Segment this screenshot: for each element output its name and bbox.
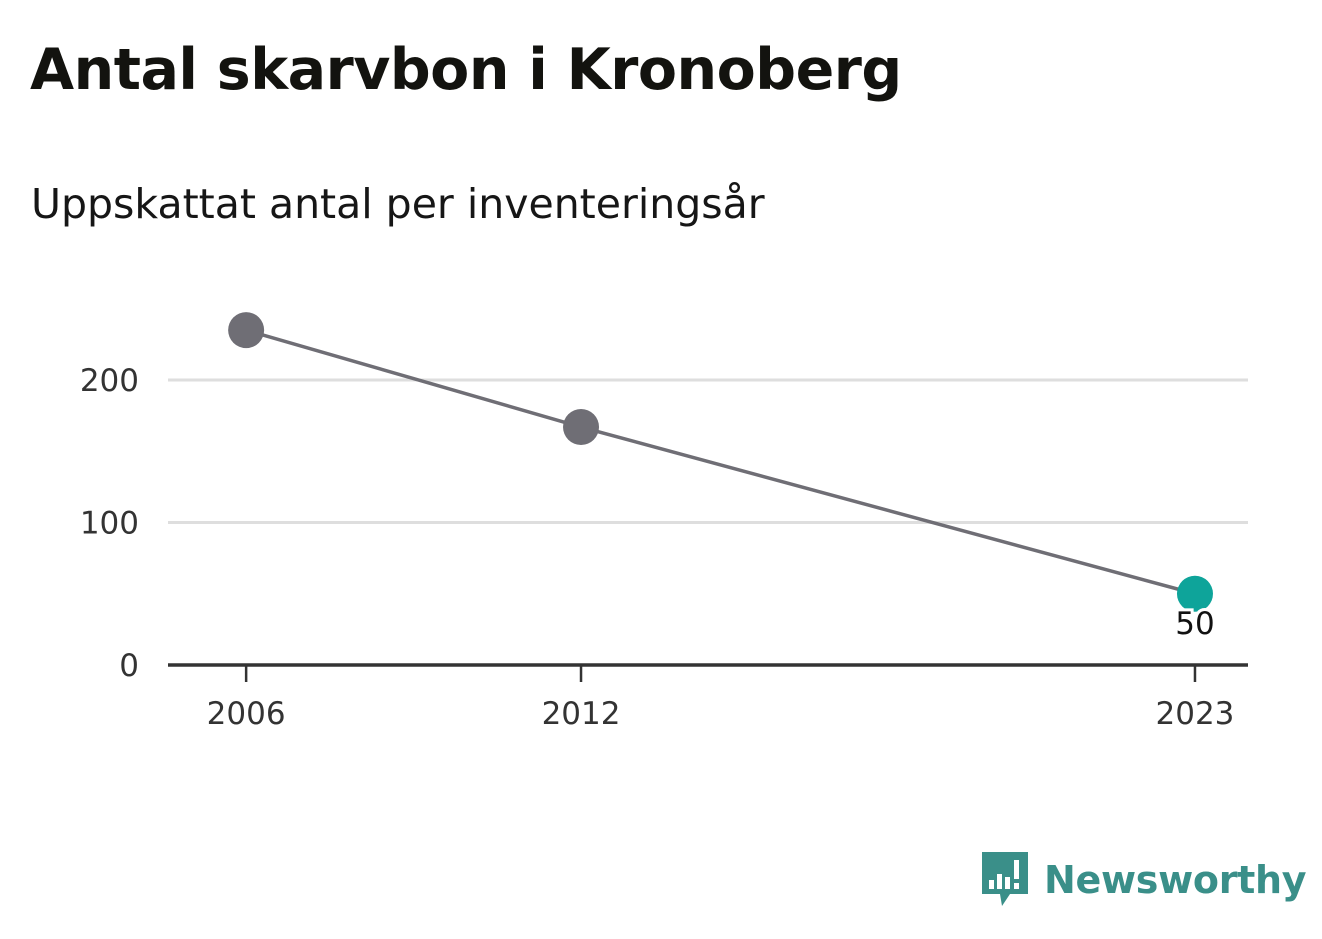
newsworthy-logo-icon bbox=[982, 852, 1028, 906]
series bbox=[228, 312, 1213, 612]
x-tick-label: 2012 bbox=[542, 696, 621, 732]
chart-subtitle: Uppskattat antal per inventeringsår bbox=[31, 180, 765, 228]
x-axis-ticks: 2006 2012 2023 bbox=[207, 665, 1235, 732]
series-line bbox=[245, 328, 1196, 596]
y-axis-ticks: 0 100 200 bbox=[80, 363, 139, 684]
brand-name: Newsworthy bbox=[1044, 858, 1307, 902]
x-tick-label: 2006 bbox=[207, 696, 286, 732]
y-tick-label: 0 bbox=[119, 648, 139, 684]
y-tick-label: 100 bbox=[80, 506, 139, 542]
data-point bbox=[563, 409, 600, 446]
brand-footer: Newsworthy bbox=[980, 850, 1307, 910]
data-labels: 50 bbox=[1172, 603, 1217, 645]
x-tick-label: 2023 bbox=[1156, 696, 1235, 732]
data-point bbox=[228, 312, 265, 349]
data-label: 50 bbox=[1175, 606, 1214, 642]
highlight-point bbox=[1176, 575, 1213, 612]
chart-title: Antal skarvbon i Kronoberg bbox=[30, 37, 902, 103]
gridlines bbox=[168, 378, 1248, 524]
y-tick-label: 200 bbox=[80, 363, 139, 399]
